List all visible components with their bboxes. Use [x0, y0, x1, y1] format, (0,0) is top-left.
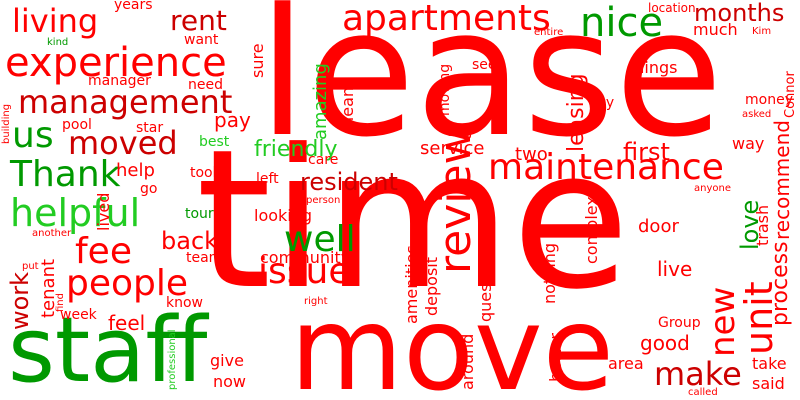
word-pay: pay	[214, 108, 251, 132]
word-living: living	[12, 2, 99, 40]
word-kim: Kim	[752, 26, 772, 37]
word-first: first	[623, 138, 670, 166]
word-question: question	[476, 252, 495, 322]
word-connor: Connor	[783, 71, 798, 118]
word-amazing: amazing	[310, 63, 331, 140]
word-best: best	[199, 134, 230, 150]
word-location: location	[648, 1, 696, 15]
word-work: work	[6, 271, 34, 330]
word-things: things	[628, 58, 678, 77]
word-entire: entire	[534, 27, 564, 38]
word-way: way	[732, 134, 765, 153]
word-experience: experience	[5, 40, 227, 86]
word-complex: complex	[582, 196, 601, 264]
word-week: week	[60, 307, 97, 323]
word-team: team	[186, 250, 223, 266]
word-dog: dog	[446, 124, 473, 140]
word-sure: sure	[248, 43, 267, 78]
word-trash: trash	[753, 204, 772, 246]
word-money: money	[745, 92, 793, 108]
word-live: live	[657, 257, 693, 281]
word-much: much	[693, 20, 738, 39]
word-said: said	[752, 374, 785, 393]
word-take: take	[752, 354, 787, 373]
word-person: person	[306, 195, 341, 206]
word-asked: asked	[742, 109, 772, 120]
word-thank: Thank	[10, 154, 121, 195]
word-called: called	[688, 387, 718, 398]
word-took: took	[190, 165, 221, 181]
word-care: care	[308, 152, 339, 168]
word-moved: moved	[68, 124, 178, 162]
word-feel: feel	[108, 311, 146, 335]
word-time: time	[196, 109, 630, 332]
word-know: know	[166, 295, 203, 311]
word-service: service	[420, 138, 485, 159]
word-around: around	[458, 333, 477, 390]
word-lease: lease	[258, 0, 724, 176]
word-need: need	[188, 77, 223, 93]
word-door: door	[638, 216, 679, 237]
word-community: community	[260, 248, 351, 267]
word-well: well	[284, 219, 356, 260]
word-manager: manager	[88, 73, 151, 89]
word-professional: professional	[167, 329, 178, 390]
word-better: better	[546, 333, 565, 382]
word-move: move	[290, 282, 614, 400]
word-group: Group	[658, 315, 701, 331]
word-want: want	[184, 32, 219, 48]
word-left: left	[256, 171, 279, 187]
word-kind: kind	[47, 37, 69, 48]
word-fee: fee	[75, 231, 132, 272]
word-right: right	[304, 296, 328, 307]
word-go: go	[140, 181, 158, 197]
word-another: another	[32, 228, 72, 239]
word-make: make	[654, 355, 742, 393]
word-resident: resident	[300, 168, 398, 196]
word-years: years	[114, 0, 153, 13]
word-say: say	[590, 95, 615, 111]
word-put: put	[22, 261, 39, 272]
word-moving: moving	[437, 63, 453, 116]
word-friendly: friendly	[254, 137, 338, 162]
word-deposit: deposit	[422, 257, 441, 316]
word-recommend: recommend	[770, 120, 794, 240]
word-nothing: nothing	[540, 242, 559, 304]
word-good: good	[640, 331, 690, 355]
word-tour: tour	[185, 206, 214, 222]
word-us: us	[12, 115, 54, 156]
word-lived: lived	[94, 192, 113, 231]
word-new: new	[703, 286, 743, 357]
word-process: process	[768, 241, 793, 326]
word-back: back	[161, 227, 219, 255]
word-maintenance: maintenance	[488, 147, 724, 188]
word-rent: rent	[170, 4, 227, 37]
word-area: area	[608, 354, 644, 373]
word-review: review	[430, 128, 481, 274]
word-clean: clean	[338, 86, 357, 130]
word-people: people	[66, 263, 189, 304]
word-issue: issue	[258, 251, 351, 292]
word-nice: nice	[580, 0, 664, 46]
word-star: star	[136, 120, 164, 136]
word-staff: staff	[8, 298, 208, 400]
word-leasing: leasing	[564, 73, 589, 152]
word-give: give	[210, 351, 244, 370]
word-see: see	[472, 57, 497, 73]
word-months: months	[694, 0, 785, 27]
word-pool: pool	[62, 117, 92, 133]
word-amenities: amenities	[402, 245, 421, 324]
word-looking: looking	[254, 206, 313, 225]
word-apartments: apartments	[342, 0, 551, 39]
word-two: two	[515, 144, 548, 165]
word-now: now	[213, 372, 247, 391]
word-helpful: helpful	[10, 191, 141, 235]
word-anyone: anyone	[694, 183, 731, 194]
word-help: help	[116, 160, 155, 181]
word-building: building	[1, 103, 12, 144]
word-management: management	[18, 83, 233, 121]
